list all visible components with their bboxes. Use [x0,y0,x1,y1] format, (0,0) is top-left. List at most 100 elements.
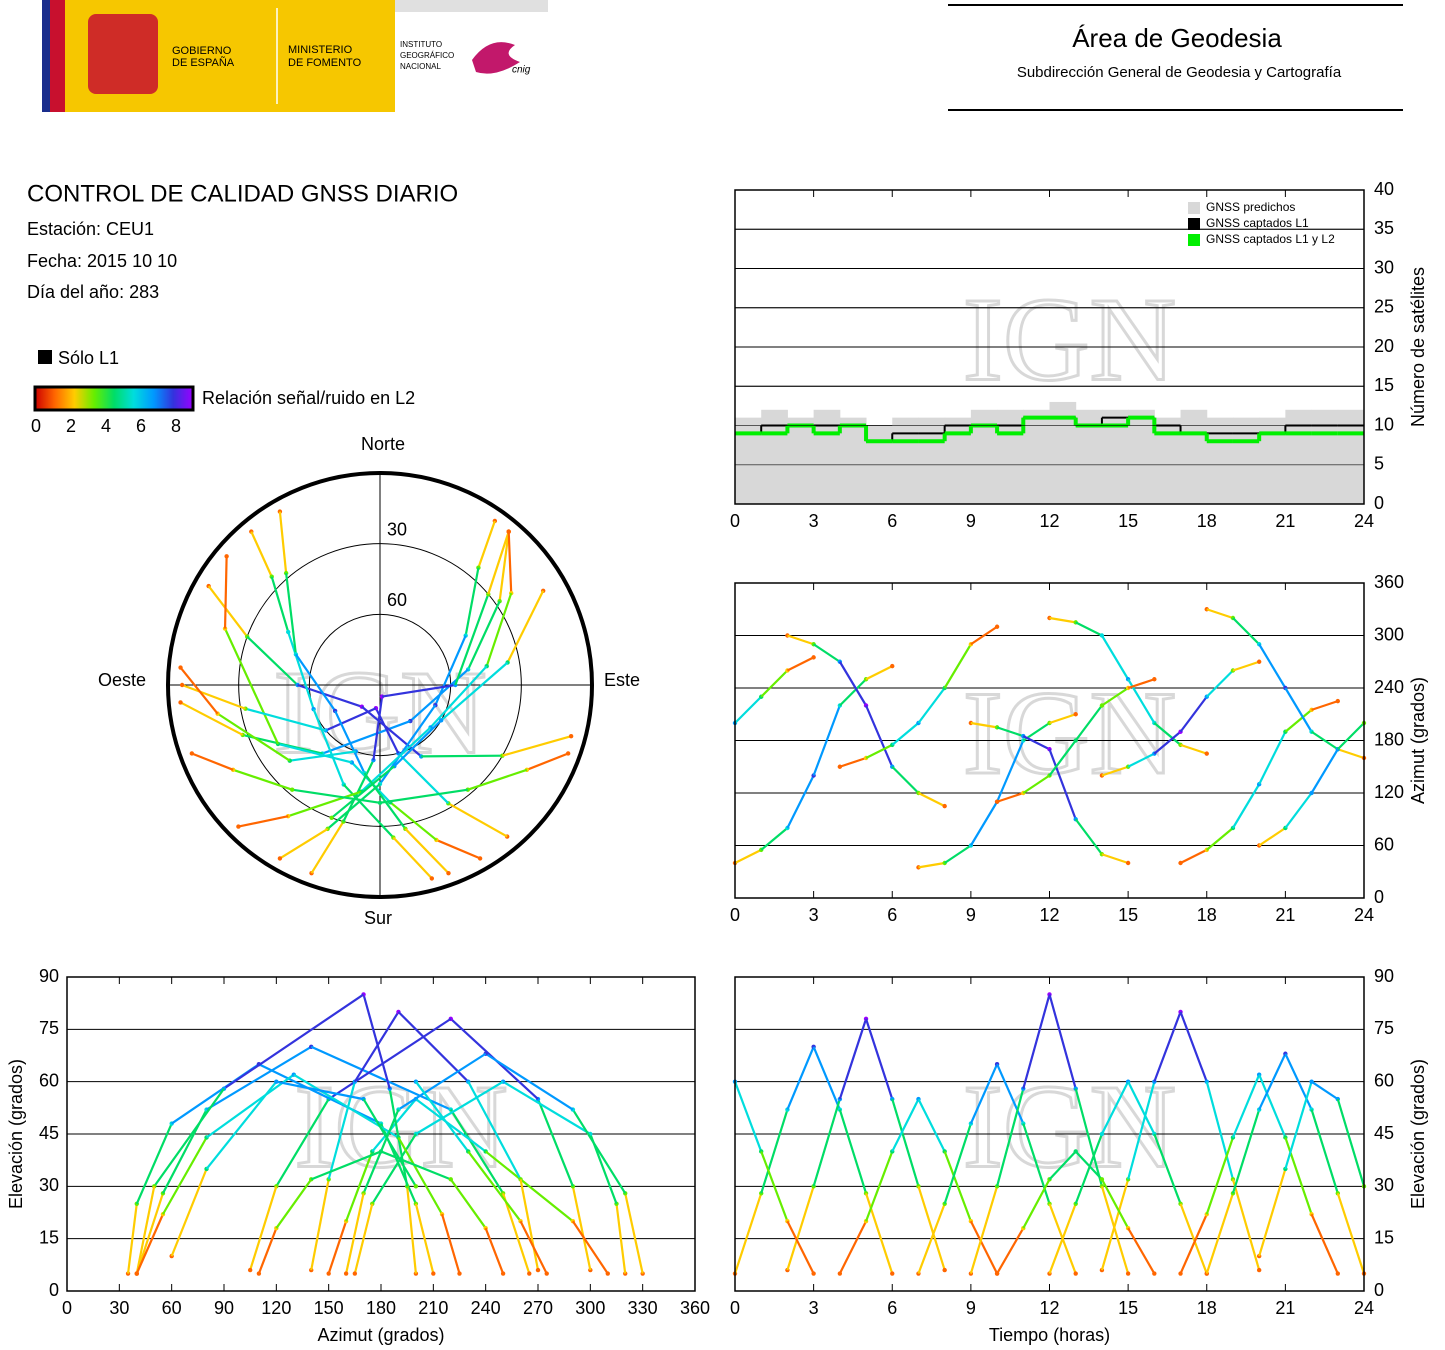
x-tick-label: 0 [730,1298,740,1318]
track-segment [812,1098,841,1187]
track-point [1204,751,1209,756]
y-tick-label: 35 [1374,218,1394,238]
y-tick-label: 40 [1374,179,1394,199]
x-tick-label: 3 [809,905,819,925]
legend-label: GNSS captados L1 y L2 [1206,232,1335,246]
ring-label: 60 [387,590,407,610]
track-segment [353,1203,374,1274]
track-segment [434,635,467,706]
plot-frame [734,582,1365,899]
institute-text: GEOGRÁFICO [400,51,454,60]
track-segment [153,1088,225,1187]
track-point [890,663,895,669]
y-tick-label: 30 [39,1175,59,1195]
track-segment [1022,1123,1051,1205]
track-point [568,734,574,739]
track-segment [1179,1011,1208,1083]
track-point [1125,860,1131,866]
predicted-bar [1337,409,1365,504]
track-segment [393,719,442,767]
track-segment [865,705,894,768]
legend-label: GNSS captados L1 [1206,216,1309,230]
x-tick-label: 18 [1197,1298,1217,1318]
track-segment [278,511,288,574]
track-segment [1127,752,1155,768]
y-tick-label: 0 [1374,1280,1384,1300]
track-point [1335,698,1340,704]
x-tick-label: 210 [418,1298,448,1318]
track-segment [297,683,363,708]
track-segment [760,1151,789,1222]
institute-text: NACIONAL [400,62,441,71]
track-segment [1206,827,1234,851]
predicted-bar [813,409,841,504]
track-segment [996,1227,1025,1275]
track-point [942,803,947,809]
track-segment [733,1081,763,1152]
track-segment [996,740,1025,803]
track-segment [839,756,867,768]
track-segment [270,576,290,633]
track-segment [812,705,841,776]
y-tick-label: 30 [1374,257,1394,277]
x-tick-label: 15 [1118,1298,1138,1318]
track-segment [389,801,438,841]
y-tick-label: 45 [1374,1123,1394,1143]
track-segment [615,1203,627,1274]
track-segment [135,1213,164,1274]
track-segment [414,1203,435,1274]
track-segment [996,726,1024,738]
plot-frame [66,976,696,1292]
track-segment [467,1150,522,1222]
track-point [1152,1271,1157,1276]
predicted-bar [1154,417,1182,504]
track-point [1073,1271,1078,1276]
track-segment [246,635,299,686]
predicted-bar [839,417,867,504]
track-segment [1284,1053,1313,1111]
legend-l1-only: Sólo L1 [58,348,119,368]
direction-label: Este [604,670,640,690]
track-segment [1048,748,1077,820]
y-tick-label: 90 [1374,966,1394,986]
predicted-bar [787,417,815,504]
y-tick-label: 60 [1374,834,1394,854]
track-segment [1100,1081,1130,1135]
track-segment [1258,643,1287,689]
x-tick-label: 15 [1118,905,1138,925]
track-segment [310,1150,382,1181]
track-segment [1337,748,1365,760]
track-segment [1232,660,1260,672]
track-segment [996,1063,1025,1124]
x-tick-label: 18 [1197,905,1217,925]
track-segment [484,1150,574,1223]
track-segment [865,665,893,681]
track-segment [969,1063,999,1124]
y-tick-label: 30 [1374,1175,1394,1195]
x-tick-label: 9 [966,1298,976,1318]
track-segment [1074,1150,1103,1181]
track-segment [1206,608,1234,620]
track-segment [1049,713,1077,725]
track-segment [477,520,496,569]
track-segment [1048,994,1077,1089]
track-segment [1284,709,1313,733]
track-point [431,1271,436,1276]
track-segment [327,1220,348,1274]
x-tick-label: 24 [1354,1298,1374,1318]
track-point [811,655,816,660]
track-segment [519,1179,540,1271]
gov-text: DE ESPAÑA [172,56,235,69]
track-segment [257,1227,278,1274]
track-point [500,1271,506,1276]
track-point [605,1271,610,1276]
elevation-ring [238,543,522,827]
track-segment [1075,621,1103,637]
y-tick-label: 15 [1374,375,1394,395]
track-segment [406,1186,417,1274]
track-segment [1074,1133,1103,1205]
report-title: CONTROL DE CALIDAD GNSS DIARIO [27,180,458,207]
track-segment [487,531,510,595]
track-segment [917,1186,946,1271]
direction-label: Sur [364,908,392,928]
